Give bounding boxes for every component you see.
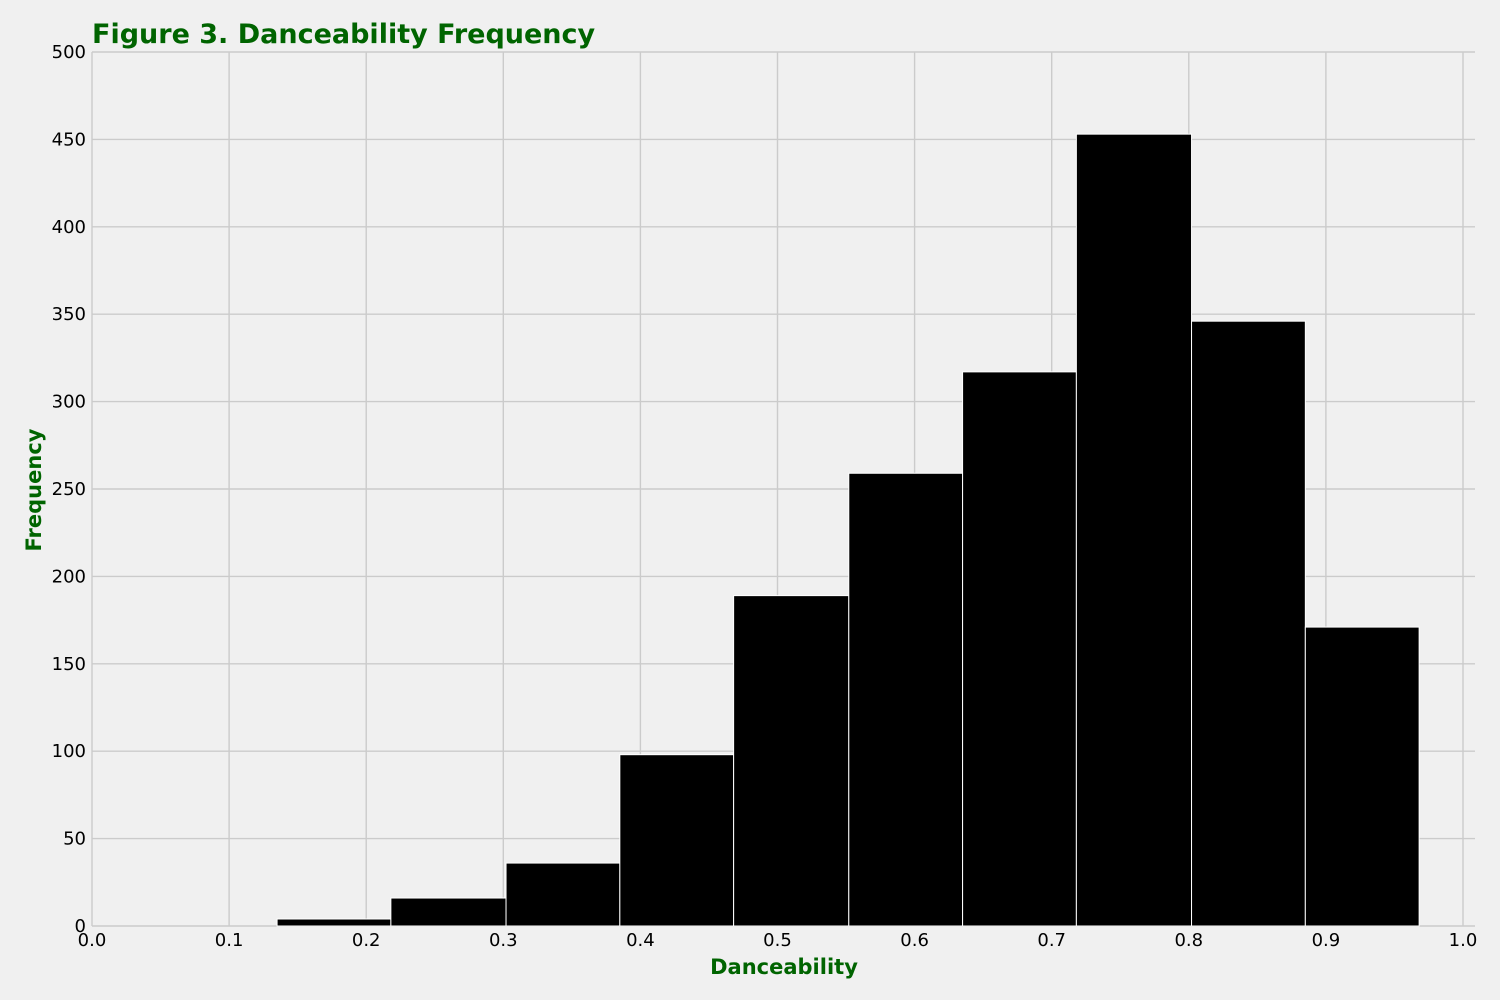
y-axis-label: Frequency (22, 428, 46, 551)
y-tick-label: 50 (63, 829, 86, 850)
x-tick-label: 0.5 (763, 930, 792, 951)
x-tick-label: 0.0 (78, 930, 107, 951)
x-tick-label: 0.7 (1037, 930, 1066, 951)
histogram-bar (848, 472, 964, 927)
histogram-bar (733, 595, 850, 927)
histogram-bar (1304, 626, 1420, 927)
x-tick-label: 1.0 (1449, 930, 1478, 951)
y-tick-label: 150 (52, 654, 86, 675)
y-tick-label: 400 (52, 217, 86, 238)
chart-title: Figure 3. Danceability Frequency (92, 19, 596, 50)
histogram-bar (619, 754, 735, 927)
histogram-bar (276, 918, 392, 927)
histogram-bar (505, 862, 621, 927)
histogram-bar (1191, 320, 1306, 927)
y-tick-label: 100 (52, 741, 86, 762)
x-axis-label: Danceability (710, 955, 858, 979)
x-tick-label: 0.4 (626, 930, 655, 951)
x-tick-label: 0.2 (352, 930, 381, 951)
y-tick-label: 350 (52, 304, 86, 325)
bars (276, 133, 1420, 927)
x-tick-label: 0.9 (1312, 930, 1341, 951)
y-tick-labels: 0 50 100 150 200 250 300 350 400 450 500 (52, 42, 86, 937)
y-tick-label: 200 (52, 566, 86, 587)
y-tick-label: 300 (52, 392, 86, 413)
y-tick-label: 0 (75, 916, 86, 937)
y-tick-label: 450 (52, 129, 86, 150)
histogram-bar (390, 897, 507, 927)
x-tick-label: 0.8 (1174, 930, 1203, 951)
x-tick-label: 0.3 (489, 930, 518, 951)
histogram-bar (1075, 133, 1193, 927)
histogram-bar (962, 371, 1077, 927)
x-tick-labels: 0.0 0.1 0.2 0.3 0.4 0.5 0.6 0.7 0.8 0.9 1.0 (78, 930, 1478, 951)
x-tick-label: 0.6 (900, 930, 929, 951)
y-tick-label: 500 (52, 42, 86, 63)
y-tick-label: 250 (52, 479, 86, 500)
x-tick-label: 0.1 (215, 930, 244, 951)
